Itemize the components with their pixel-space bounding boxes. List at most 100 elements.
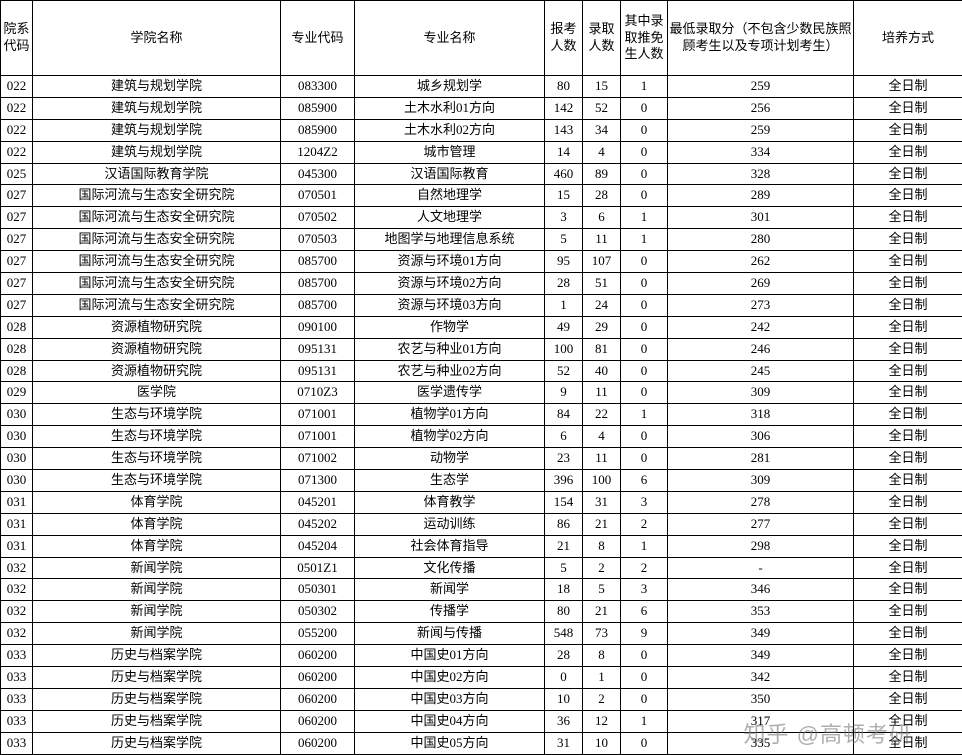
cell: 032 xyxy=(1,579,33,601)
cell: 植物学02方向 xyxy=(355,426,545,448)
table-row: 028资源植物研究院095131农艺与种业01方向100810246全日制 xyxy=(1,338,962,360)
col-header-3: 专业名称 xyxy=(355,1,545,76)
col-header-1: 学院名称 xyxy=(33,1,281,76)
cell: 070501 xyxy=(281,185,355,207)
cell: 085700 xyxy=(281,251,355,273)
col-header-4: 报考人数 xyxy=(545,1,583,76)
cell: 033 xyxy=(1,732,33,754)
cell: 国际河流与生态安全研究院 xyxy=(33,251,281,273)
cell: 0 xyxy=(621,382,668,404)
cell: 10 xyxy=(583,732,621,754)
cell: 5 xyxy=(583,579,621,601)
table-row: 030生态与环境学院071001植物学01方向84221318全日制 xyxy=(1,404,962,426)
cell: 18 xyxy=(545,579,583,601)
table-row: 027国际河流与生态安全研究院085700资源与环境03方向1240273全日制 xyxy=(1,294,962,316)
cell: 095131 xyxy=(281,338,355,360)
cell: 5 xyxy=(545,557,583,579)
cell: 548 xyxy=(545,623,583,645)
cell: 0 xyxy=(621,688,668,710)
cell: 0 xyxy=(621,732,668,754)
cell: 281 xyxy=(668,448,854,470)
cell: 0 xyxy=(621,141,668,163)
cell: 085700 xyxy=(281,273,355,295)
cell: 1204Z2 xyxy=(281,141,355,163)
cell: 460 xyxy=(545,163,583,185)
cell: 033 xyxy=(1,645,33,667)
table-row: 033历史与档案学院060200中国史04方向36121317全日制 xyxy=(1,710,962,732)
cell: 国际河流与生态安全研究院 xyxy=(33,185,281,207)
table-row: 033历史与档案学院060200中国史05方向31100335全日制 xyxy=(1,732,962,754)
cell: 汉语国际教育 xyxy=(355,163,545,185)
cell: 0 xyxy=(621,448,668,470)
cell: 11 xyxy=(583,229,621,251)
cell: 24 xyxy=(583,294,621,316)
cell: 0 xyxy=(621,163,668,185)
cell: 085900 xyxy=(281,97,355,119)
cell: 060200 xyxy=(281,732,355,754)
cell: 1 xyxy=(621,76,668,98)
cell: 309 xyxy=(668,382,854,404)
cell: 医学遗传学 xyxy=(355,382,545,404)
cell: 0 xyxy=(621,667,668,689)
cell: 31 xyxy=(545,732,583,754)
cell: 全日制 xyxy=(854,667,962,689)
cell: 031 xyxy=(1,535,33,557)
cell: 81 xyxy=(583,338,621,360)
cell: 0 xyxy=(545,667,583,689)
col-header-2: 专业代码 xyxy=(281,1,355,76)
cell: 建筑与规划学院 xyxy=(33,141,281,163)
cell: 全日制 xyxy=(854,141,962,163)
cell: 全日制 xyxy=(854,557,962,579)
cell: 医学院 xyxy=(33,382,281,404)
cell: 全日制 xyxy=(854,601,962,623)
cell: 体育学院 xyxy=(33,535,281,557)
cell: 027 xyxy=(1,294,33,316)
col-header-8: 培养方式 xyxy=(854,1,962,76)
cell: 全日制 xyxy=(854,338,962,360)
cell: 3 xyxy=(621,491,668,513)
table-row: 033历史与档案学院060200中国史01方向2880349全日制 xyxy=(1,645,962,667)
cell: 历史与档案学院 xyxy=(33,667,281,689)
cell: 21 xyxy=(583,601,621,623)
cell: 027 xyxy=(1,207,33,229)
cell: 73 xyxy=(583,623,621,645)
cell: 作物学 xyxy=(355,316,545,338)
col-header-6: 其中录取推免生人数 xyxy=(621,1,668,76)
cell: 060200 xyxy=(281,688,355,710)
cell: 022 xyxy=(1,97,33,119)
cell: 生态与环境学院 xyxy=(33,426,281,448)
table-row: 030生态与环境学院071001植物学02方向640306全日制 xyxy=(1,426,962,448)
cell: 31 xyxy=(583,491,621,513)
table-container: 院系代码学院名称专业代码专业名称报考人数录取人数其中录取推免生人数最低录取分（不… xyxy=(0,0,962,755)
cell: 242 xyxy=(668,316,854,338)
cell: 0 xyxy=(621,360,668,382)
cell: 49 xyxy=(545,316,583,338)
table-row: 027国际河流与生态安全研究院070502人文地理学361301全日制 xyxy=(1,207,962,229)
cell: 328 xyxy=(668,163,854,185)
cell: 地图学与地理信息系统 xyxy=(355,229,545,251)
cell: 新闻学院 xyxy=(33,601,281,623)
table-row: 033历史与档案学院060200中国史02方向010342全日制 xyxy=(1,667,962,689)
cell: 80 xyxy=(545,76,583,98)
cell: 中国史02方向 xyxy=(355,667,545,689)
cell: 全日制 xyxy=(854,645,962,667)
cell: 自然地理学 xyxy=(355,185,545,207)
cell: 256 xyxy=(668,97,854,119)
cell: 0 xyxy=(621,251,668,273)
cell: 历史与档案学院 xyxy=(33,688,281,710)
cell: 1 xyxy=(621,404,668,426)
cell: 84 xyxy=(545,404,583,426)
cell: 6 xyxy=(545,426,583,448)
cell: 52 xyxy=(583,97,621,119)
cell: 全日制 xyxy=(854,229,962,251)
cell: 15 xyxy=(583,76,621,98)
cell: 060200 xyxy=(281,645,355,667)
cell: 028 xyxy=(1,316,33,338)
cell: 045300 xyxy=(281,163,355,185)
cell: 12 xyxy=(583,710,621,732)
cell: 349 xyxy=(668,645,854,667)
cell: 全日制 xyxy=(854,360,962,382)
cell: 273 xyxy=(668,294,854,316)
cell: 027 xyxy=(1,185,33,207)
cell: 全日制 xyxy=(854,382,962,404)
